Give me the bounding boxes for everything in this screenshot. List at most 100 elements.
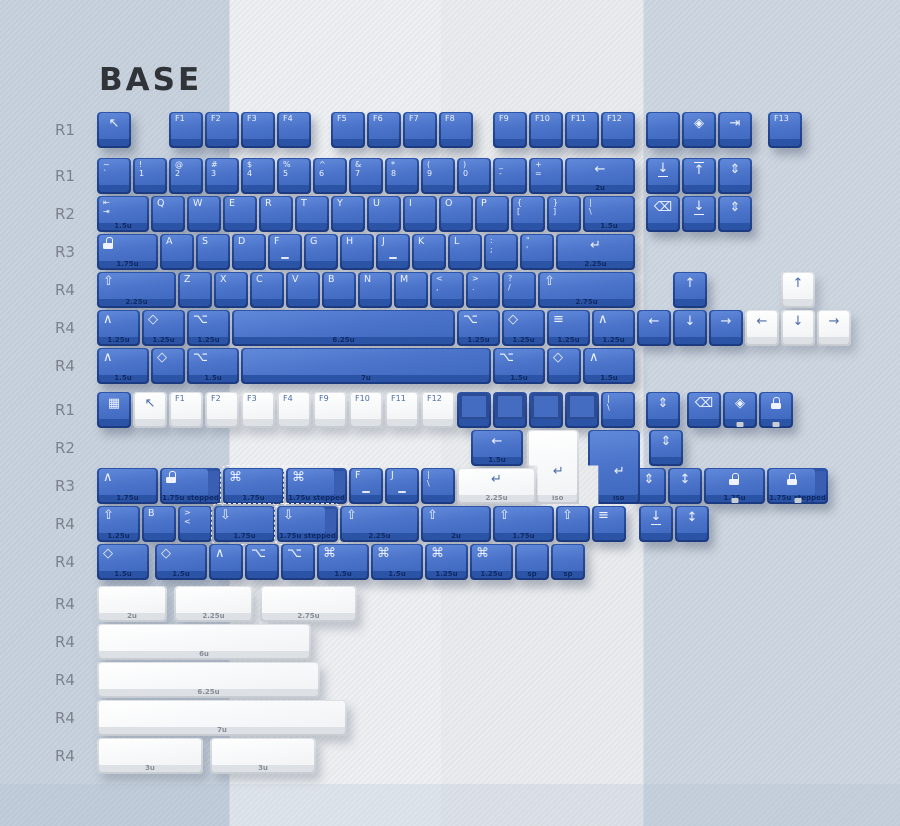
keycap-top: W [189, 197, 219, 224]
keycap-size-label [171, 185, 201, 192]
keycap-top: ⌘ [373, 545, 421, 572]
keycap-top: ⇧ [99, 273, 174, 300]
keycap-size-label: 1.5u [99, 375, 147, 382]
keycap-row: R4 ◇ 1.5u ◇ 1.5u ∧ ⌥ ⌥ ⌘ 1.5u ⌘ 1.5u ⌘ 1.25u ⌘ 1.25u sp s… [55, 544, 853, 582]
keycap-top: ≡ [549, 311, 588, 338]
keycap-super: ◇ 1.5u [97, 544, 149, 580]
keycap-row: R4 6.25u [55, 662, 853, 700]
keycap-legend: L [454, 236, 460, 247]
keycap-top: ⌘ [225, 469, 282, 496]
keycap-row: R4 ⇧ 1.25u B > < ⇩ 1.75u ⇩ 1.75u stepped ⇧ 2.25u ⇧ 2u… [55, 503, 853, 545]
keycap-size-label [639, 337, 669, 344]
keycap-row: R3 ∧ 1.75u 1.75u stepped ⌘ 1.75u ⌘ 1.75u steppe… [55, 465, 853, 507]
keycap-legend: ? / [508, 274, 513, 292]
keycap-top: K [414, 235, 444, 262]
keycap-size-label [153, 375, 183, 382]
keycap-top: F11 [567, 113, 597, 140]
keycap-home: ↑ [682, 158, 716, 194]
keycap-size-label [567, 139, 597, 146]
lock-icon [103, 237, 114, 249]
keycap-top: ⇕ [651, 431, 681, 458]
keycap-top: ◈ [684, 113, 714, 140]
keycap-size-label: 3u [99, 765, 201, 772]
keycap-legend: F12 [607, 114, 622, 123]
keycap-j: J [376, 234, 410, 270]
keycap-alt: ⌥ [281, 544, 315, 580]
keycap-top: ↓ [675, 311, 705, 338]
keycap-legend: ↓ [650, 508, 662, 525]
keycap-size-label [677, 533, 707, 540]
keycap-spacebar: 3u [210, 738, 316, 774]
keycap-super: ◇ [547, 348, 581, 384]
keycap-size-label: 2.75u [540, 299, 633, 306]
keycap-top: ⇤ ⇥ [99, 197, 147, 224]
keycap-legend: P [481, 198, 487, 209]
keycap-left-shift: ⇧ 2.25u [97, 272, 176, 308]
keycap-legend: ← [756, 313, 768, 329]
keycap-nkey: N [358, 272, 392, 308]
keycap-row: R1 ▦ ↖ F1 F2 F3 F4 F9 F10 F11 F12 | \ ⇕ ⌫ ◈ [55, 392, 853, 430]
keycap-size-label [684, 223, 714, 230]
keycap-legend: #3 [211, 160, 218, 178]
keycap-3: #3 [205, 158, 239, 194]
keycap-legend: F8 [445, 114, 455, 123]
keycap-legend: Q [157, 198, 165, 209]
keycap-legend: | \ [427, 470, 430, 488]
keycap-legend: ⌥ [499, 350, 514, 365]
keycap-size-label [720, 223, 750, 230]
keycap-legend: F9 [319, 394, 329, 403]
keycap-top: F12 [603, 113, 633, 140]
keycap-control: ∧ 1.25u [592, 310, 635, 346]
keycap-legend: ⇧ [544, 274, 555, 289]
keycap-size-label [247, 571, 277, 578]
keycap-legend: ≡ [553, 312, 564, 327]
keycap-f4: F4 [277, 392, 311, 428]
keycap-size-label: 2.25u [459, 495, 534, 502]
keycap-size-label: 1.25u [427, 571, 466, 578]
keycap-legend: ∧ [598, 312, 608, 327]
keycap-size-label: 1.75u stepped [279, 533, 336, 540]
keycap-size-label [207, 185, 237, 192]
keycap-shift-down: ⇩ 1.75u stepped [274, 503, 341, 545]
keycap-legend: F1 [175, 394, 185, 403]
keycap-top: $4 [243, 159, 273, 186]
keycap-size-label [531, 185, 561, 192]
keycap-page-down: ⇕ [718, 196, 752, 232]
keycap-command: ⌘ 1.5u [317, 544, 369, 580]
keycap-legend [103, 237, 114, 249]
keycap-size-label: 2.25u [176, 613, 251, 620]
keycap-size-label [689, 419, 719, 426]
keycap-z: Z [178, 272, 212, 308]
keycap-legend: ⌥ [193, 312, 208, 327]
keycap-size-label [261, 223, 291, 230]
keycap-size-label [634, 495, 664, 502]
keycap-top: F8 [441, 113, 471, 140]
keycap-legend: C [256, 274, 263, 285]
keycap-up-arrow: ↑ [781, 272, 815, 308]
keycap-top: ⇧ [540, 273, 633, 300]
keycap-legend: ↓ [657, 160, 669, 177]
keycap-size-label [477, 223, 507, 230]
keycap-m: M [394, 272, 428, 308]
keycap-size-label: iso [599, 495, 638, 502]
keycap-legend: ◇ [157, 350, 167, 365]
keycap-size-label: 1.25u [99, 533, 138, 540]
keycap-legend: Z [184, 274, 191, 285]
row-label: R3 [55, 243, 75, 261]
keycap-top [495, 393, 525, 420]
row-label: R1 [55, 401, 75, 419]
keycap-size-label [684, 139, 714, 146]
keycap-right-arrow: → [817, 310, 851, 346]
keycap-top: ↕ [677, 507, 707, 534]
keycap-top: N [360, 273, 390, 300]
keycap-legend: ◇ [508, 312, 518, 327]
keycap-legend: ↓ [684, 313, 696, 329]
keycap-size-label: 1.5u [373, 571, 421, 578]
keycap-f3: F3 [241, 392, 275, 428]
keycap-row: R3 1.75u A S D F G H J K L:; " ' ↵ 2.25u [55, 234, 853, 272]
keycap-legend: ! 1 [139, 160, 145, 178]
keycap-shift: ⇧ [556, 506, 590, 542]
keycap-top [648, 113, 678, 140]
keycap-top: ↑ [675, 273, 705, 300]
row-label: R1 [55, 167, 75, 185]
